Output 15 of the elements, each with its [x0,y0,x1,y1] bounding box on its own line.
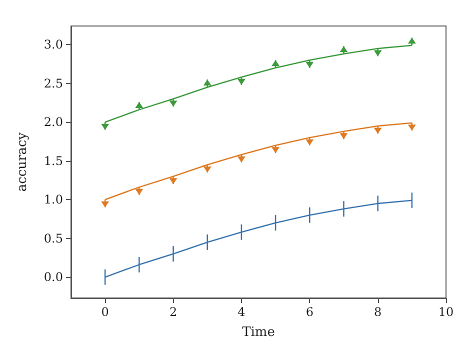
x-tick-label: 4 [238,305,246,319]
y-tick-label: 0.5 [44,231,63,246]
y-tick-label: 2.5 [44,76,63,90]
x-tick-label: 8 [374,305,382,319]
y-tick-label: 1.0 [44,192,63,207]
y-axis-title: accuracy [15,132,30,192]
x-tick-label: 10 [438,305,454,319]
y-tick-label: 1.5 [44,154,63,168]
y-tick-label: 2.0 [44,115,63,130]
x-axis-title: Time [242,325,276,340]
y-tick-label: 0.0 [44,270,63,284]
y-tick-label: 3.0 [44,38,63,52]
x-tick-label: 0 [101,305,109,319]
x-tick-label: 6 [306,305,314,319]
x-tick-label: 2 [169,305,178,319]
